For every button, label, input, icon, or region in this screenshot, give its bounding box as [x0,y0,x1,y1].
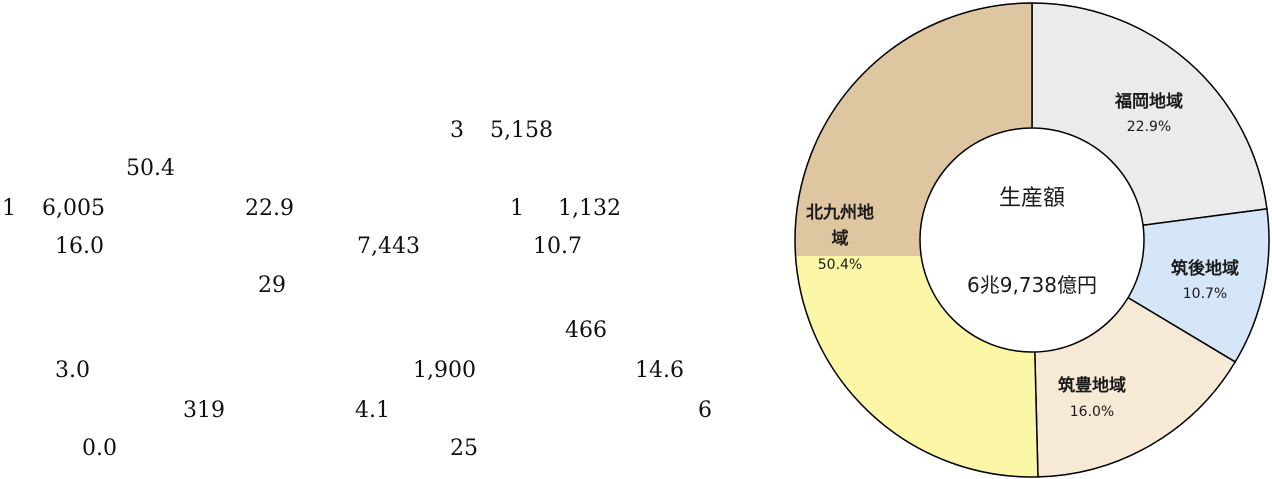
slice-name-label: 北九州地 [806,202,874,223]
slice-name-label-line2: 域 [832,228,849,249]
center-title: 生産額 [999,186,1065,211]
text-fragment: 3 [450,118,464,143]
text-fragment: 1,900 [413,358,476,383]
text-fragment: 1,132 [558,196,621,221]
text-fragment: 6 [698,398,712,423]
text-fragment: 466 [565,318,607,343]
slice-name-label: 筑後地域 [1171,258,1239,279]
slice-percent-label: 10.7% [1183,286,1227,302]
text-fragment: 5,158 [490,118,553,143]
slice-name-label: 福岡地域 [1114,91,1183,112]
text-fragment: 0.0 [82,436,117,461]
text-fragment: 4.1 [355,398,390,423]
text-fragment: 14.6 [635,358,684,383]
text-fragment: 1 [2,196,16,221]
donut-slice-outline-0 [1031,2,1268,241]
donut-slice-outline-2 [1031,238,1237,478]
text-fragment: 6,005 [42,196,105,221]
text-fragment: 16.0 [55,234,104,259]
donut-slice-outline-1 [1029,207,1270,363]
text-fragment: 1 [510,196,524,221]
text-fragment: 3.0 [55,358,90,383]
slice-name-label: 筑豊地域 [1058,375,1126,396]
text-fragment: 50.4 [126,156,175,181]
donut-slice-outline-3 [794,2,1039,478]
slice-percent-label: 22.9% [1127,119,1171,135]
text-fragment: 319 [183,398,225,423]
slice-percent-label: 16.0% [1070,404,1114,420]
donut-hole [919,127,1145,353]
text-fragment: 10.7 [533,234,582,259]
center-value: 6兆9,738億円 [967,273,1097,297]
text-fragment: 7,443 [357,234,420,259]
slice-percent-label: 50.4% [818,257,862,273]
donut-chart: 生産額 6兆9,738億円 福岡地域 22.9% 筑後地域 10.7% 筑豊地域… [794,2,1270,478]
text-fragment: 29 [258,273,286,298]
text-fragment: 25 [450,436,478,461]
text-fragment: 22.9 [245,196,294,221]
